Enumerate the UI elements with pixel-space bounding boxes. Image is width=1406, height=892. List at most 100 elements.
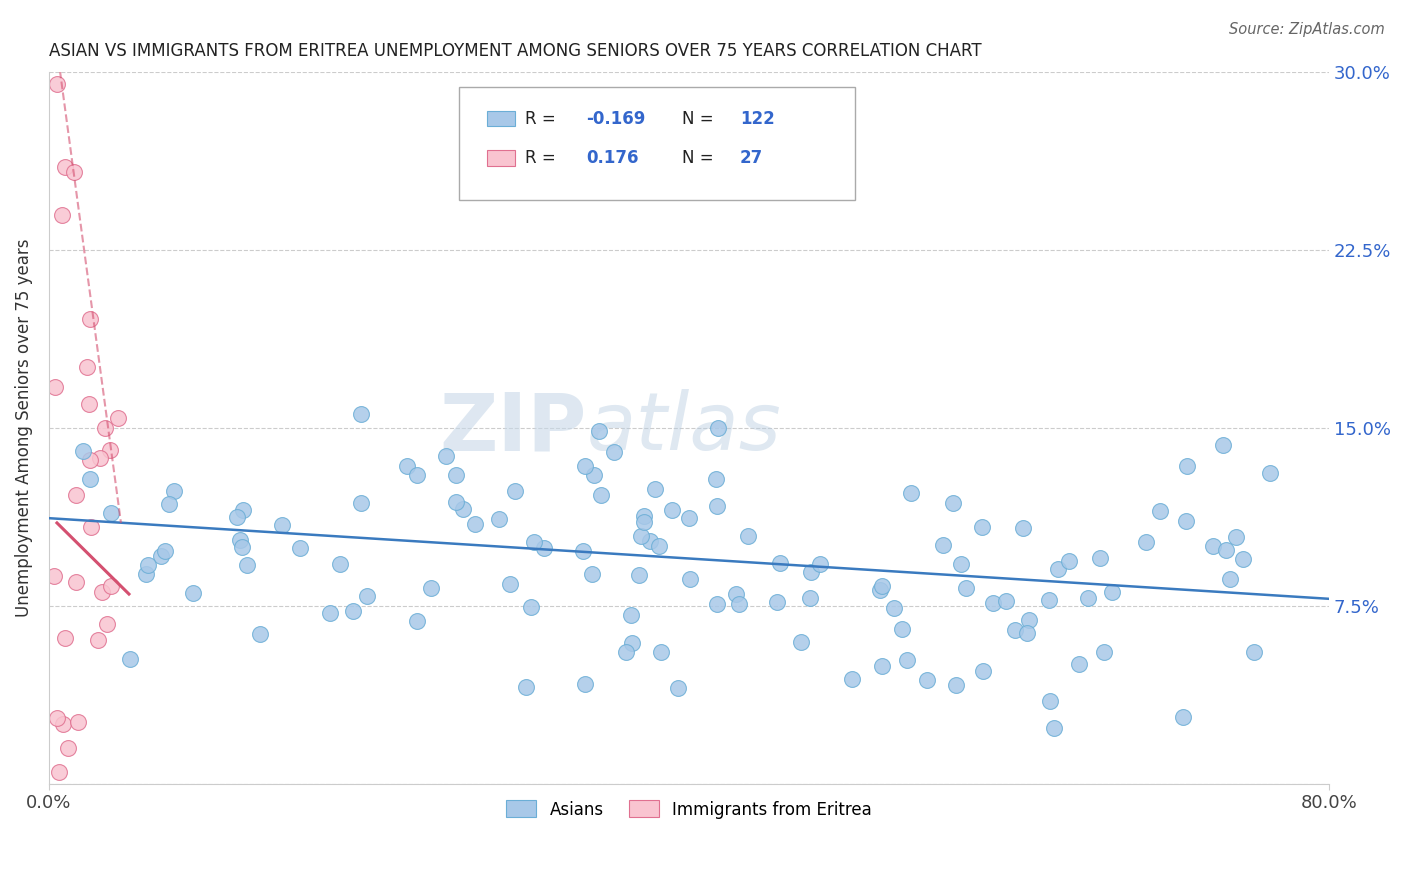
Point <box>1225 530 1247 544</box>
Point <box>499 577 522 591</box>
Point <box>896 653 918 667</box>
Point <box>290 541 312 555</box>
Point <box>138 558 160 573</box>
Point <box>1043 721 1066 735</box>
FancyBboxPatch shape <box>486 111 515 127</box>
Point <box>1047 562 1070 576</box>
Point <box>515 680 537 694</box>
Point <box>153 544 176 558</box>
Point <box>737 529 759 543</box>
Point <box>181 586 204 600</box>
Point <box>650 645 672 659</box>
Text: atlas: atlas <box>586 389 782 467</box>
Point <box>96 616 118 631</box>
Point <box>94 421 117 435</box>
Point <box>91 585 114 599</box>
Point <box>574 459 596 474</box>
Point <box>120 652 142 666</box>
Point <box>406 467 429 482</box>
Point <box>724 587 747 601</box>
Point <box>648 539 671 553</box>
Point <box>1202 539 1225 553</box>
Point <box>588 424 610 438</box>
Point <box>841 673 863 687</box>
Point <box>76 359 98 374</box>
Text: 0.176: 0.176 <box>586 149 638 167</box>
Point <box>80 519 103 533</box>
Point <box>994 594 1017 608</box>
Point <box>945 677 967 691</box>
Point <box>942 496 965 510</box>
Point <box>100 579 122 593</box>
Point <box>1232 552 1254 566</box>
Point <box>704 472 727 486</box>
Point <box>87 633 110 648</box>
Text: R =: R = <box>524 149 561 167</box>
Point <box>100 506 122 520</box>
Point <box>271 517 294 532</box>
Point <box>589 488 612 502</box>
Point <box>225 510 247 524</box>
Point <box>808 557 831 571</box>
Text: R =: R = <box>524 110 561 128</box>
Point <box>51 208 73 222</box>
Point <box>869 582 891 597</box>
Point <box>917 673 939 687</box>
Point <box>405 614 427 628</box>
Point <box>1175 458 1198 473</box>
Point <box>503 484 526 499</box>
Point <box>614 645 637 659</box>
Point <box>706 597 728 611</box>
Point <box>574 677 596 691</box>
Point <box>1039 694 1062 708</box>
Point <box>883 601 905 615</box>
Point <box>766 595 789 609</box>
Point <box>63 164 86 178</box>
Text: 122: 122 <box>740 110 775 128</box>
Point <box>135 566 157 581</box>
Text: N =: N = <box>682 149 720 167</box>
Point <box>52 717 75 731</box>
FancyBboxPatch shape <box>458 87 855 201</box>
Point <box>706 500 728 514</box>
Point <box>72 443 94 458</box>
Point <box>583 467 606 482</box>
Point <box>1135 535 1157 549</box>
Y-axis label: Unemployment Among Seniors over 75 years: Unemployment Among Seniors over 75 years <box>15 239 32 617</box>
Point <box>800 565 823 579</box>
Point <box>249 627 271 641</box>
Point <box>232 503 254 517</box>
Point <box>329 558 352 572</box>
Point <box>150 549 173 563</box>
Point <box>1149 504 1171 518</box>
Point <box>319 606 342 620</box>
Point <box>533 541 555 555</box>
Point <box>44 569 66 583</box>
Point <box>661 503 683 517</box>
Point <box>666 681 689 695</box>
Point <box>356 589 378 603</box>
Text: N =: N = <box>682 110 720 128</box>
Point <box>949 558 972 572</box>
Point <box>728 597 751 611</box>
Point <box>48 764 70 779</box>
Point <box>679 572 702 586</box>
Point <box>451 502 474 516</box>
Point <box>229 533 252 547</box>
Point <box>678 511 700 525</box>
Point <box>1258 466 1281 480</box>
Point <box>396 458 419 473</box>
Point <box>464 516 486 531</box>
Point <box>67 714 90 729</box>
Point <box>638 534 661 549</box>
Point <box>44 380 66 394</box>
Point <box>1077 591 1099 605</box>
Point <box>890 623 912 637</box>
Point <box>970 520 993 534</box>
Text: 27: 27 <box>740 149 763 167</box>
Point <box>972 665 994 679</box>
Point <box>1018 614 1040 628</box>
Point <box>231 540 253 554</box>
Point <box>1212 438 1234 452</box>
Point <box>1219 572 1241 586</box>
